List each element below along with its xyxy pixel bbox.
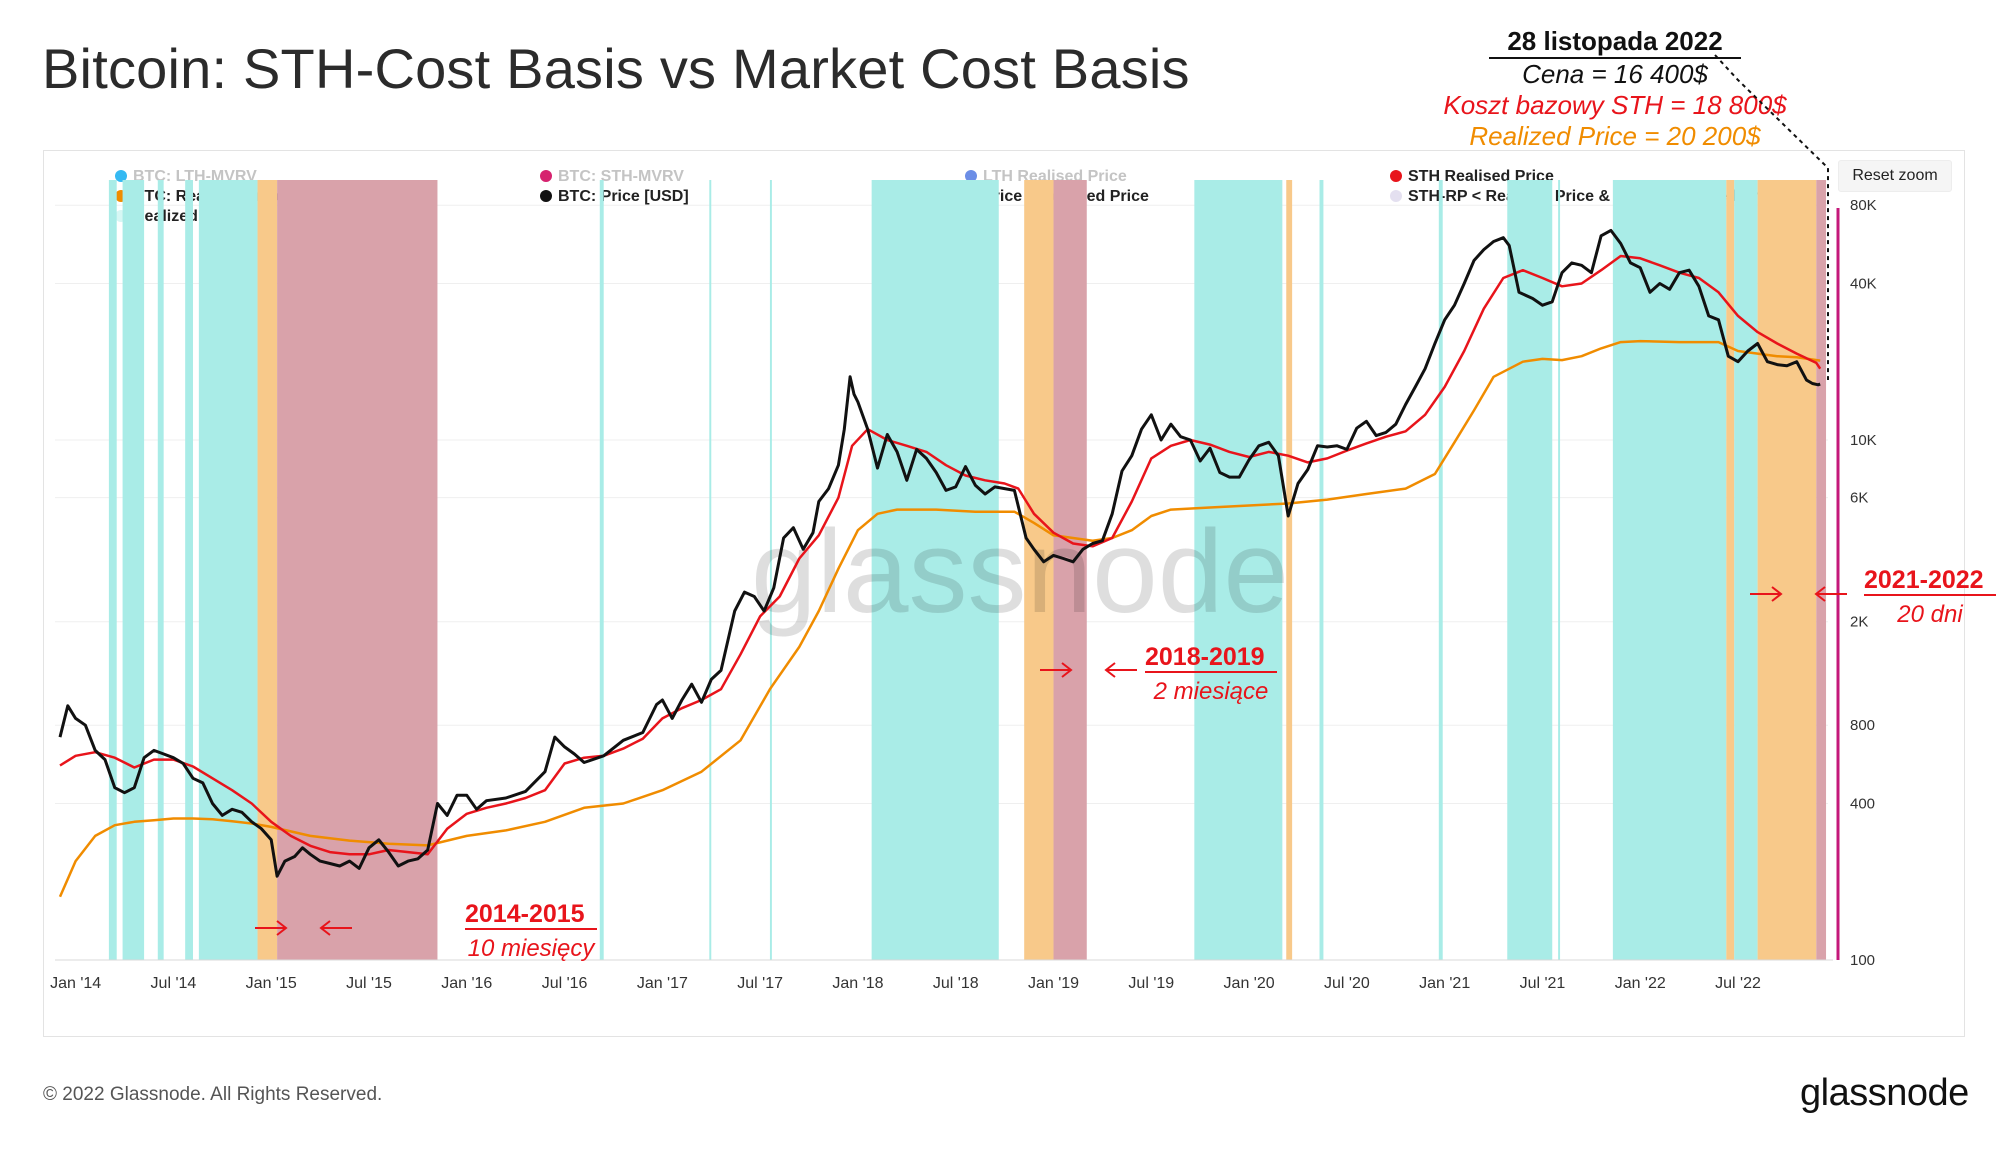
series-line-btc-price-usd — [58, 228, 1821, 878]
callout-realized-price: Realized Price = 20 200$ — [1469, 121, 1761, 151]
copyright-footer: © 2022 Glassnode. All Rights Reserved. — [43, 1084, 383, 1105]
band-rect — [709, 180, 712, 960]
legend-item[interactable]: BTC: STH-MVRV — [540, 168, 684, 186]
band-rect — [1612, 180, 1727, 960]
x-tick-label: Jul '18 — [933, 975, 979, 992]
band-rect — [257, 180, 278, 960]
band-rect — [1024, 180, 1054, 960]
y-tick-label: 400 — [1850, 795, 1875, 812]
series-line-btc-realized-price-usd — [58, 339, 1821, 898]
band-rect — [1726, 180, 1735, 960]
x-tick-label: Jan '17 — [637, 975, 688, 992]
annotation-2014-2015: 2014-2015 10 miesięcy — [255, 900, 597, 962]
band-rect — [1507, 180, 1553, 960]
x-tick-label: Jul '22 — [1715, 975, 1761, 992]
annotation-arrow-right-head — [1104, 662, 1116, 678]
band-rect — [1194, 180, 1283, 960]
x-tick-label: Jul '15 — [346, 975, 392, 992]
legend-swatch-icon — [965, 170, 977, 182]
band-rect — [1053, 180, 1087, 960]
callout-price: Cena = 16 400$ — [1522, 59, 1708, 89]
y-tick-label: 800 — [1850, 717, 1875, 734]
y-tick-label: 10K — [1850, 432, 1877, 449]
legend-swatch-icon — [540, 170, 552, 182]
x-tick-label: Jul '19 — [1128, 975, 1174, 992]
y-tick-label: 2K — [1850, 614, 1868, 631]
annotation-arrow-left-head — [1061, 662, 1073, 678]
x-tick-label: Jul '17 — [737, 975, 783, 992]
legend-label: BTC: STH-MVRV — [558, 168, 684, 185]
annotation-arrow-left-head — [1771, 586, 1783, 602]
band-rect — [1757, 180, 1817, 960]
watermark: glassnode — [751, 506, 1289, 638]
annotation-title: 2018-2019 — [1145, 643, 1265, 671]
legend-label: LTH Realised Price — [983, 168, 1127, 185]
x-tick-label: Jan '16 — [441, 975, 492, 992]
annotation-2021-2022: 2021-2022 20 dni — [1750, 566, 1996, 628]
glassnode-logo: glassnode — [1800, 1072, 1969, 1114]
band-rect — [1438, 180, 1443, 960]
band-rect — [1816, 180, 1827, 960]
x-tick-label: Jan '20 — [1224, 975, 1275, 992]
annotation-2018-2019: 2018-2019 2 miesiące — [1040, 643, 1277, 705]
band-rect — [185, 180, 193, 960]
x-tick-label: Jul '14 — [151, 975, 197, 992]
band-rect — [769, 180, 772, 960]
legend-item[interactable]: BTC: Price [USD] — [540, 188, 689, 206]
annotation-subtitle: 2 miesiące — [1153, 678, 1269, 705]
band-rect — [1734, 180, 1758, 960]
series-line-sth-realised-price — [59, 254, 1822, 856]
band-rect — [157, 180, 164, 960]
legend-item[interactable]: LTH Realised Price — [965, 168, 1127, 186]
annotation-subtitle: 10 miesięcy — [468, 935, 597, 962]
band-rect — [1319, 180, 1324, 960]
band-rect — [871, 180, 999, 960]
band-rect — [198, 180, 258, 960]
annotation-subtitle: 20 dni — [1896, 601, 1963, 628]
legend-swatch-icon — [115, 170, 127, 182]
reset-zoom-button[interactable]: Reset zoom — [1838, 160, 1952, 192]
callout-pointer-line — [1714, 54, 1829, 380]
chart-title: Bitcoin: STH-Cost Basis vs Market Cost B… — [42, 37, 1190, 100]
band-rect — [1286, 180, 1293, 960]
band-rect — [122, 180, 145, 960]
annotation-title: 2021-2022 — [1864, 566, 1984, 594]
annotation-arrow-right-head — [1814, 586, 1826, 602]
x-tick-label: Jan '21 — [1419, 975, 1470, 992]
x-tick-label: Jan '22 — [1615, 975, 1666, 992]
x-tick-label: Jan '15 — [246, 975, 297, 992]
x-tick-label: Jul '21 — [1520, 975, 1566, 992]
y-tick-label: 100 — [1850, 952, 1875, 969]
band-rect — [1558, 180, 1561, 960]
legend-swatch-icon — [1390, 190, 1402, 202]
x-tick-label: Jul '20 — [1324, 975, 1370, 992]
x-tick-label: Jan '18 — [832, 975, 883, 992]
x-tick-label: Jan '19 — [1028, 975, 1079, 992]
callout-date: 28 listopada 2022 — [1489, 26, 1741, 59]
band-rect — [599, 180, 604, 960]
annotation-arrow-left-head — [276, 920, 288, 936]
date-callout: 28 listopada 2022 Cena = 16 400$ Koszt b… — [1425, 26, 1805, 152]
y-tick-label: 6K — [1850, 490, 1868, 507]
legend-swatch-icon — [540, 190, 552, 202]
y-tick-label: 80K — [1850, 197, 1877, 214]
annotation-arrow-right-head — [319, 920, 331, 936]
x-tick-label: Jul '16 — [542, 975, 588, 992]
band-rect — [108, 180, 117, 960]
legend-swatch-icon — [1390, 170, 1402, 182]
x-tick-label: Jan '14 — [50, 975, 101, 992]
annotation-title: 2014-2015 — [465, 900, 585, 928]
legend-label: BTC: Price [USD] — [558, 188, 689, 205]
callout-sth-cost-basis: Koszt bazowy STH = 18 800$ — [1443, 90, 1787, 120]
y-tick-label: 40K — [1850, 275, 1877, 292]
band-rect — [277, 180, 438, 960]
